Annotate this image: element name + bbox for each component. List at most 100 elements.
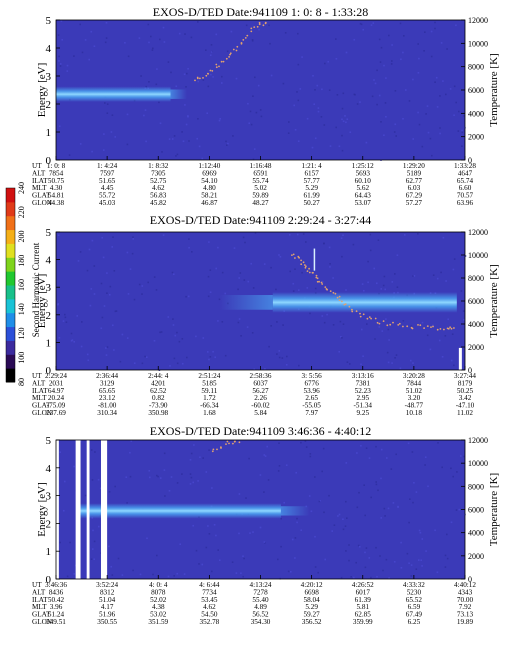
- noise-speck: [170, 476, 173, 478]
- ephemeris-value: 1: 8:32: [148, 162, 169, 170]
- noise-speck: [424, 31, 426, 33]
- noise-speck: [104, 41, 107, 44]
- ephemeris-value: -51.34: [353, 402, 372, 410]
- ephemeris-row-label: UT: [32, 162, 42, 170]
- temperature-point: [236, 45, 239, 48]
- noise-speck: [115, 310, 118, 312]
- noise-speck: [376, 69, 378, 72]
- noise-speck: [197, 21, 199, 23]
- ephemeris-value: -73.90: [149, 402, 168, 410]
- temperature-point: [321, 283, 324, 285]
- noise-speck: [100, 282, 103, 285]
- ephemeris-value: 50.27: [304, 199, 321, 207]
- noise-speck: [178, 32, 181, 35]
- noise-speck: [168, 490, 171, 492]
- ephemeris-value: 2.65: [305, 394, 318, 402]
- noise-speck: [278, 350, 281, 352]
- noise-speck: [202, 457, 204, 459]
- noise-speck: [300, 441, 302, 444]
- noise-speck: [238, 277, 240, 279]
- noise-speck: [452, 268, 455, 271]
- temperature-point: [320, 281, 323, 284]
- noise-speck: [106, 292, 108, 294]
- noise-speck: [73, 465, 75, 468]
- noise-speck: [268, 24, 270, 27]
- noise-speck: [189, 483, 192, 485]
- ephemeris-value: 2:51:24: [198, 372, 220, 380]
- temperature-point: [392, 321, 394, 324]
- noise-speck: [382, 569, 384, 572]
- temperature-trace: [291, 253, 455, 331]
- noise-speck: [284, 32, 287, 34]
- ephemeris-row-label: GLON: [32, 199, 53, 207]
- ephemeris-value: 6.25: [408, 618, 421, 626]
- noise-speck: [196, 137, 198, 140]
- noise-speck: [383, 134, 385, 136]
- noise-speck: [259, 474, 262, 476]
- noise-speck: [451, 333, 454, 335]
- ephemeris-value: 8436: [49, 588, 64, 596]
- noise-speck: [217, 549, 219, 551]
- noise-speck: [185, 86, 187, 88]
- ephemeris-value: 50.42: [48, 596, 65, 604]
- noise-speck: [294, 268, 296, 270]
- temperature-point: [374, 317, 377, 320]
- noise-speck: [230, 30, 233, 33]
- ephemeris-value: 7597: [100, 169, 115, 177]
- noise-speck: [124, 42, 126, 44]
- noise-speck: [144, 109, 147, 111]
- temperature-point: [366, 317, 369, 320]
- noise-speck: [452, 475, 454, 478]
- noise-speck: [187, 68, 189, 70]
- noise-speck: [87, 359, 90, 362]
- noise-speck: [301, 271, 303, 274]
- noise-speck: [249, 532, 251, 534]
- noise-speck: [444, 554, 447, 557]
- noise-speck: [207, 525, 209, 527]
- noise-speck: [318, 500, 321, 503]
- ephemeris-value: 2031: [49, 379, 64, 387]
- noise-speck: [360, 363, 362, 366]
- noise-speck: [121, 574, 124, 576]
- noise-speck: [211, 570, 213, 573]
- noise-speck: [363, 289, 365, 292]
- colorbar-tick-label: 240: [17, 182, 26, 194]
- noise-speck: [283, 501, 285, 504]
- noise-speck: [217, 246, 219, 249]
- noise-speck: [92, 548, 94, 550]
- noise-speck: [418, 57, 420, 60]
- noise-speck: [314, 535, 316, 538]
- ephemeris-value: 3:52:24: [96, 581, 118, 589]
- noise-speck: [418, 123, 421, 126]
- noise-speck: [207, 85, 210, 88]
- temperature-point: [292, 253, 295, 256]
- ephemeris-value: 2:58:36: [250, 372, 272, 380]
- noise-speck: [159, 38, 161, 41]
- noise-speck: [172, 318, 174, 320]
- chart-panel-1: EXOS-D/TED Date:941109 1: 0: 8 - 1:33:28…: [32, 5, 500, 207]
- noise-speck: [328, 494, 330, 497]
- noise-speck: [350, 576, 352, 578]
- noise-speck: [259, 109, 262, 111]
- noise-speck: [209, 291, 212, 293]
- noise-speck: [361, 283, 364, 285]
- noise-speck: [173, 357, 176, 360]
- noise-speck: [297, 99, 300, 102]
- noise-speck: [127, 293, 130, 295]
- ephemeris-value: 1: 0: 8: [47, 162, 66, 170]
- ephemeris-value: 61.39: [355, 596, 372, 604]
- temperature-point: [233, 440, 236, 443]
- ephemeris-value: 5185: [202, 379, 217, 387]
- noise-speck: [93, 45, 96, 47]
- noise-speck: [189, 459, 192, 461]
- ephemeris-value: 1.68: [203, 409, 216, 417]
- ephemeris-value: 51.65: [99, 177, 116, 185]
- noise-speck: [374, 338, 376, 340]
- noise-speck: [288, 121, 290, 123]
- noise-speck: [185, 123, 188, 126]
- noise-speck: [58, 55, 60, 58]
- temperature-point: [348, 305, 351, 308]
- noise-speck: [290, 571, 292, 573]
- noise-speck: [380, 46, 383, 49]
- temperature-point: [238, 441, 241, 444]
